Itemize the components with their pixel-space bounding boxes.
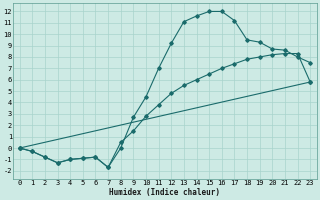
X-axis label: Humidex (Indice chaleur): Humidex (Indice chaleur) <box>109 188 220 197</box>
